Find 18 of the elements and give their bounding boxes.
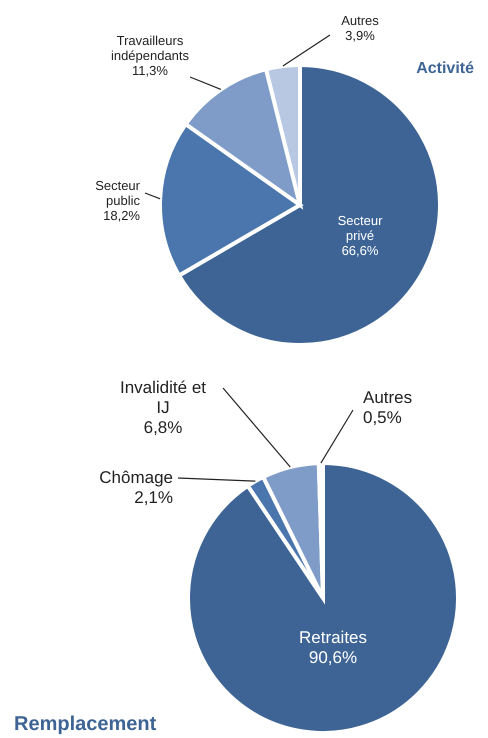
- text: Remplacement: [14, 713, 156, 736]
- data-label: 0,5%: [363, 408, 402, 427]
- data-label: 2,1%: [134, 488, 173, 507]
- data-label: 11,3%: [132, 63, 168, 78]
- data-label: 3,9%: [345, 28, 376, 43]
- data-label: 6,8%: [144, 418, 182, 437]
- slice-label: Autres: [341, 13, 380, 28]
- slice-label: Autres: [363, 388, 412, 407]
- data-label: 66,6%: [342, 243, 379, 258]
- slice-label: Retraites: [298, 628, 368, 647]
- slice-label: Secteur public: [95, 178, 141, 208]
- slice-label: Invalidité et IJ: [120, 378, 206, 417]
- data-label: 18,2%: [103, 208, 140, 223]
- slice-label: Secteur privé: [338, 213, 384, 243]
- data-label: 90,6%: [308, 648, 358, 667]
- slice-label: Chômage: [99, 468, 173, 487]
- slice-label: Travailleurs indépendants: [110, 33, 190, 63]
- text: Activité: [416, 60, 474, 78]
